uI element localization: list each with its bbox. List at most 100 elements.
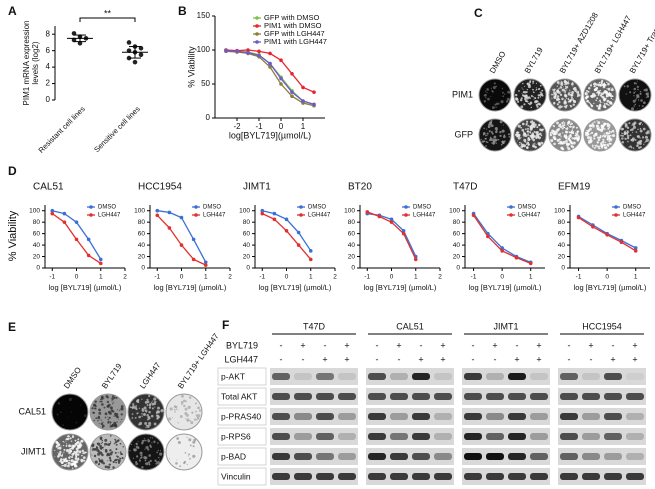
colony-speck: [565, 127, 567, 130]
colony-speck: [621, 132, 623, 134]
colony-speck: [133, 445, 135, 447]
colony-speck: [558, 105, 562, 109]
colony-speck: [156, 414, 160, 418]
legend-marker: [614, 205, 618, 209]
colony-speck: [97, 450, 101, 454]
colony-speck: [630, 107, 635, 111]
colony-speck: [591, 92, 596, 96]
colony-speck: [557, 98, 561, 101]
colony-speck: [134, 416, 137, 419]
blot-band: [368, 413, 386, 420]
colony-speck: [79, 443, 83, 447]
colony-speck: [503, 134, 506, 136]
colony-speck: [520, 97, 523, 100]
colony-speck: [549, 131, 552, 134]
colony-speck: [184, 407, 188, 411]
colony-speck: [532, 143, 534, 145]
colony-speck: [109, 435, 112, 437]
colony-speck: [629, 91, 632, 94]
colony-speck: [626, 134, 630, 138]
colony-speck: [107, 465, 111, 469]
colony-speck: [564, 130, 568, 133]
blot-band: [412, 453, 430, 460]
colony-speck: [114, 458, 118, 462]
colony-speck: [560, 105, 563, 108]
colony-speck: [192, 445, 195, 448]
colony-speck: [633, 87, 637, 91]
data-point: [260, 211, 265, 216]
colony-speck: [149, 402, 152, 405]
data-point: [126, 40, 132, 45]
colony-speck: [79, 441, 82, 444]
treatment-sign: -: [568, 354, 571, 364]
colony-speck: [523, 136, 525, 138]
colony-speck: [629, 145, 632, 148]
colony-speck: [81, 449, 85, 453]
colony-speck: [532, 80, 535, 83]
colony-speck: [100, 459, 104, 463]
legend-marker: [194, 205, 198, 209]
colony-speck: [65, 449, 70, 453]
blot-band: [508, 433, 526, 440]
colony-speck: [565, 139, 568, 143]
colony-speck: [68, 459, 70, 462]
colony-speck: [80, 460, 83, 463]
y-tick-label: 20: [453, 253, 461, 260]
colony-speck: [520, 145, 524, 149]
well: [165, 393, 203, 431]
colony-speck: [507, 90, 511, 94]
panel-label: C: [474, 6, 483, 20]
colony-speck: [515, 134, 517, 136]
colony-speck: [598, 136, 601, 139]
colony-speck: [571, 121, 572, 123]
blot-band: [582, 413, 600, 420]
colony-speck: [113, 415, 115, 417]
colony-speck: [600, 146, 604, 149]
colony-speck: [534, 135, 538, 138]
colony-speck: [491, 125, 493, 127]
y-tick-label: 100: [344, 207, 355, 214]
colony-speck: [529, 120, 533, 124]
colony-speck: [507, 133, 511, 136]
colony-speck: [141, 413, 143, 415]
data-point: [401, 231, 406, 236]
colony-speck: [139, 458, 140, 460]
colony-speck: [566, 97, 568, 100]
colony-speck: [495, 85, 498, 88]
colony-speck: [114, 396, 116, 399]
colony-speck: [75, 447, 79, 451]
x-tick-label: -1: [471, 274, 477, 281]
y-tick-label: 0: [141, 265, 145, 272]
colony-speck: [565, 142, 569, 145]
colony-speck: [192, 440, 196, 444]
colony-speck: [594, 144, 597, 147]
colony-speck: [523, 132, 527, 136]
data-point: [246, 50, 250, 55]
colony-speck: [535, 144, 537, 145]
data-point: [486, 234, 490, 239]
data-point: [619, 240, 624, 245]
treatment-sign: +: [418, 354, 423, 364]
colony-speck: [535, 90, 537, 91]
blot-band: [368, 433, 386, 440]
blot-band: [626, 453, 644, 460]
blot-label-box: [217, 447, 267, 466]
colony-speck: [161, 409, 163, 411]
colony-speck: [639, 91, 642, 93]
blot-band: [560, 373, 578, 380]
y-tick-label: 20: [243, 253, 251, 260]
colony-speck: [607, 92, 610, 96]
colony-speck: [572, 141, 576, 145]
y-tick-label: 0: [561, 265, 565, 272]
colony-speck: [514, 93, 518, 97]
colony-speck: [63, 441, 65, 443]
colony-speck: [69, 437, 72, 440]
colony-speck: [636, 80, 638, 82]
colony-speck: [149, 424, 152, 426]
colony-speck: [60, 461, 64, 465]
colony-speck: [141, 408, 145, 412]
colony-speck: [525, 146, 529, 150]
blot-band: [508, 393, 526, 400]
blot-band: [486, 473, 504, 480]
column-header: LGH447: [138, 360, 163, 390]
